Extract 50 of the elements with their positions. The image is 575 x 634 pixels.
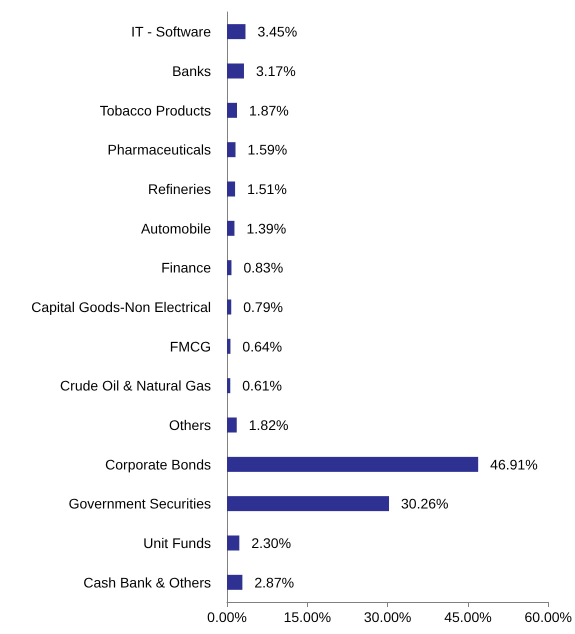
y-tick-label: Capital Goods-Non Electrical <box>31 299 211 315</box>
y-tick-label: Corporate Bonds <box>105 456 211 472</box>
y-tick-label: Tobacco Products <box>100 102 211 118</box>
y-tick-label: Refineries <box>148 181 211 197</box>
bar <box>227 496 390 512</box>
bar <box>227 24 246 40</box>
data-label: 0.61% <box>242 378 282 394</box>
bar <box>227 64 244 78</box>
data-label: 46.91% <box>490 456 538 472</box>
data-label: 2.87% <box>254 574 294 590</box>
bar <box>227 260 232 276</box>
bar <box>227 574 242 590</box>
data-label: 3.17% <box>256 63 296 79</box>
bar <box>227 142 236 158</box>
bar <box>227 456 478 472</box>
data-label: 1.51% <box>247 181 287 197</box>
y-tick-label: Automobile <box>140 220 212 236</box>
data-label: 1.59% <box>248 142 288 158</box>
bar <box>227 338 230 354</box>
data-label: 1.39% <box>246 220 286 236</box>
bar <box>227 220 234 236</box>
bar <box>227 536 240 550</box>
bar <box>227 418 237 432</box>
y-tick-label: IT - Software <box>131 24 212 40</box>
x-tick-label: 45.00% <box>444 609 492 625</box>
y-tick-label: Government Securities <box>68 496 211 512</box>
data-label: 2.30% <box>251 535 292 551</box>
x-tick-label: 0.00% <box>207 609 247 625</box>
bar <box>227 378 230 394</box>
y-tick-label: Crude Oil & Natural Gas <box>60 378 211 394</box>
bar <box>227 102 238 118</box>
data-label: 0.79% <box>243 299 283 315</box>
data-label: 30.26% <box>401 496 449 512</box>
data-label: 3.45% <box>257 24 298 40</box>
y-tick-label: Cash Bank & Others <box>83 574 211 590</box>
data-label: 1.82% <box>248 417 288 433</box>
x-tick-label: 15.00% <box>284 609 332 625</box>
data-label: 1.87% <box>249 102 289 118</box>
y-tick-label: Pharmaceuticals <box>108 142 211 158</box>
data-label: 0.83% <box>243 260 284 276</box>
x-tick-label: 30.00% <box>364 609 412 625</box>
x-tick-label: 60.00% <box>524 609 572 625</box>
bar <box>227 182 236 196</box>
bar <box>227 300 232 314</box>
y-tick-label: Banks <box>172 63 211 79</box>
data-label: 0.64% <box>242 338 282 354</box>
y-tick-label: Unit Funds <box>143 535 211 551</box>
y-tick-label: FMCG <box>170 338 211 354</box>
y-tick-label: Finance <box>161 260 212 276</box>
y-tick-label: Others <box>168 417 211 433</box>
